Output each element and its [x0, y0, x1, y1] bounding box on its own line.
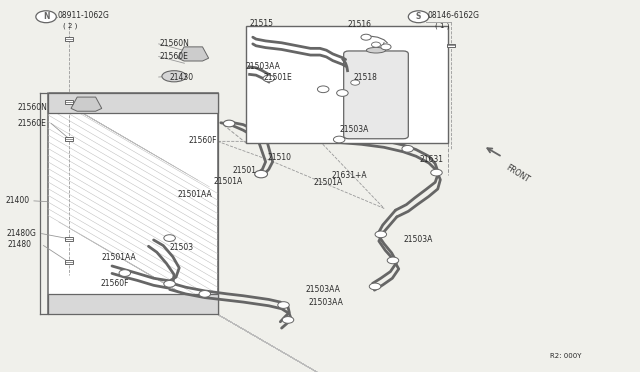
- Text: 21503AA: 21503AA: [308, 298, 343, 307]
- Text: 21501A: 21501A: [213, 177, 243, 186]
- Text: S: S: [416, 12, 421, 21]
- Text: R2: 000Y: R2: 000Y: [550, 353, 582, 359]
- Polygon shape: [71, 97, 102, 111]
- Text: 21503A: 21503A: [403, 235, 433, 244]
- Circle shape: [408, 11, 429, 23]
- Text: 08911-1062G: 08911-1062G: [58, 12, 109, 20]
- Bar: [48, 93, 218, 113]
- Circle shape: [375, 231, 387, 238]
- Text: 21400: 21400: [5, 196, 29, 205]
- Bar: [447, 44, 455, 47]
- Circle shape: [164, 280, 175, 287]
- Text: 21510: 21510: [268, 153, 292, 162]
- Circle shape: [402, 145, 413, 152]
- Text: 21501AA: 21501AA: [101, 253, 136, 262]
- Text: 21501AA: 21501AA: [178, 190, 212, 199]
- FancyBboxPatch shape: [344, 51, 408, 139]
- Circle shape: [164, 235, 175, 241]
- Text: 21480G: 21480G: [6, 229, 36, 238]
- Bar: [48, 294, 218, 314]
- Circle shape: [36, 11, 56, 23]
- Circle shape: [223, 120, 235, 127]
- Polygon shape: [178, 47, 209, 61]
- Bar: [65, 260, 73, 264]
- Text: 21560E: 21560E: [18, 119, 47, 128]
- Text: 21430: 21430: [170, 73, 194, 81]
- Circle shape: [371, 42, 380, 47]
- Circle shape: [387, 257, 399, 264]
- Text: 21560E: 21560E: [160, 52, 189, 61]
- Text: ( 2 ): ( 2 ): [63, 23, 77, 29]
- Text: 21503A: 21503A: [339, 125, 369, 134]
- Text: ( 1 ): ( 1 ): [435, 23, 450, 29]
- Text: 21631: 21631: [419, 155, 444, 164]
- Bar: [65, 137, 73, 141]
- Bar: [65, 100, 73, 104]
- Text: 21503: 21503: [170, 243, 194, 252]
- Circle shape: [199, 291, 211, 297]
- Circle shape: [431, 169, 442, 176]
- Circle shape: [361, 34, 371, 40]
- Text: 21503AA: 21503AA: [245, 62, 280, 71]
- Text: 21518: 21518: [354, 73, 378, 81]
- Circle shape: [278, 302, 289, 308]
- Text: 21560F: 21560F: [189, 136, 218, 145]
- Text: 21560N: 21560N: [160, 39, 190, 48]
- Text: FRONT: FRONT: [504, 163, 531, 184]
- Bar: [246, 26, 448, 143]
- Text: 21501A: 21501A: [314, 178, 343, 187]
- Circle shape: [119, 270, 131, 276]
- Text: 21501: 21501: [232, 166, 256, 175]
- Circle shape: [351, 80, 360, 85]
- Circle shape: [317, 86, 329, 93]
- Text: 21480: 21480: [8, 240, 32, 249]
- Circle shape: [333, 136, 345, 143]
- Circle shape: [263, 75, 275, 82]
- Text: 21501E: 21501E: [264, 73, 292, 82]
- Circle shape: [282, 317, 294, 323]
- Circle shape: [337, 90, 348, 96]
- Text: 21515: 21515: [250, 19, 274, 28]
- Text: 08146-6162G: 08146-6162G: [428, 12, 479, 20]
- Ellipse shape: [162, 71, 186, 82]
- Text: N: N: [43, 12, 49, 21]
- Text: 21503AA: 21503AA: [306, 285, 340, 294]
- Text: 21560N: 21560N: [18, 103, 48, 112]
- Text: 21560F: 21560F: [100, 279, 129, 288]
- Bar: [65, 37, 73, 41]
- Ellipse shape: [366, 47, 385, 53]
- Circle shape: [255, 170, 268, 178]
- Circle shape: [381, 44, 391, 50]
- Bar: [65, 237, 73, 241]
- Text: 21516: 21516: [348, 20, 372, 29]
- Circle shape: [369, 283, 381, 290]
- Bar: [48, 93, 218, 314]
- Text: 21631+A: 21631+A: [332, 171, 367, 180]
